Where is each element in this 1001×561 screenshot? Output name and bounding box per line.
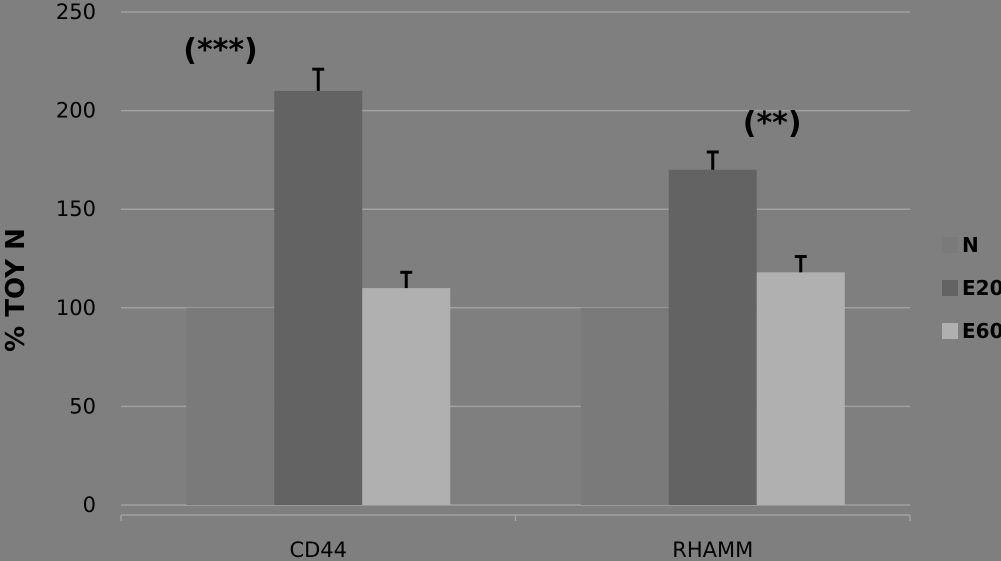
legend-swatch-e20 <box>942 280 958 296</box>
y-tick-label: 200 <box>56 99 96 123</box>
y-tick-label: 0 <box>83 493 96 517</box>
y-tick-label: 150 <box>56 197 96 221</box>
error-bars <box>312 67 807 289</box>
significance-label: (**) <box>743 106 802 141</box>
bar-e20-cd44 <box>274 90 363 505</box>
bar-e60-rhamm <box>756 272 845 505</box>
x-tick-label: CD44 <box>289 538 347 561</box>
bar-n-cd44 <box>186 307 275 505</box>
legend-label-e20: E20 <box>962 276 1001 300</box>
y-tick-label: 50 <box>69 394 96 418</box>
significance-annotations: (***) (**) <box>183 33 801 141</box>
y-axis-label: % TOY N <box>1 228 31 352</box>
y-tick-label: 100 <box>56 296 96 320</box>
x-axis-ticks: CD44 RHAMM <box>289 538 753 561</box>
bar-n-rhamm <box>580 307 669 505</box>
legend-swatch-n <box>942 237 958 253</box>
legend-swatch-e60 <box>942 323 958 339</box>
legend: N E20 E60 <box>942 233 1001 343</box>
legend-label-e60: E60 <box>962 319 1001 343</box>
significance-label: (***) <box>183 33 258 68</box>
x-tick-label: RHAMM <box>672 538 753 561</box>
y-axis-ticks: 0 50 100 150 200 250 <box>56 0 96 517</box>
y-tick-label: 250 <box>56 0 96 24</box>
bars <box>186 90 845 505</box>
bar-e20-rhamm <box>668 169 757 505</box>
bar-e60-cd44 <box>362 288 451 505</box>
legend-label-n: N <box>962 233 979 257</box>
